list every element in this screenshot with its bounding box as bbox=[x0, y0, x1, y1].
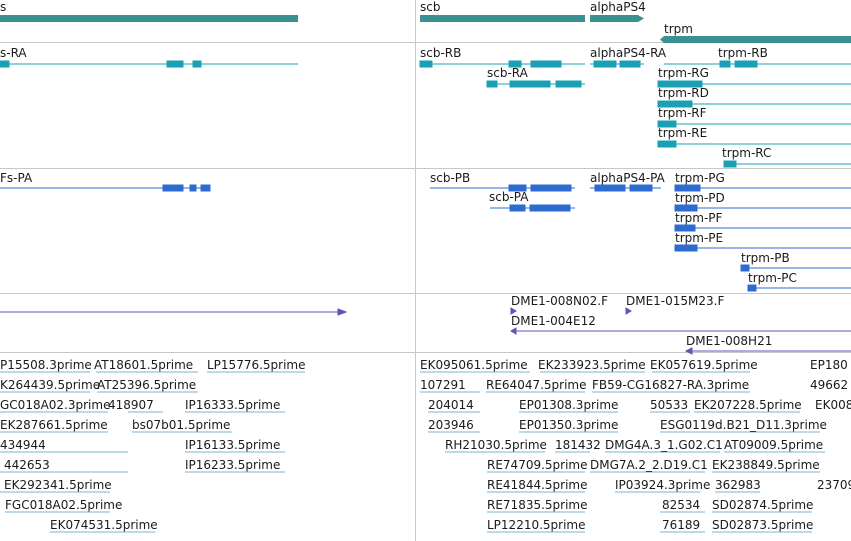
est-label[interactable]: LP15776.5prime bbox=[207, 358, 306, 372]
protein-label[interactable]: Fs-PA bbox=[0, 171, 33, 185]
transcript-label[interactable]: trpm-RE bbox=[658, 126, 708, 140]
est-label[interactable]: IP03924.3prime bbox=[615, 478, 711, 492]
est-track bbox=[0, 371, 825, 533]
gene-label[interactable]: trpm bbox=[664, 22, 693, 36]
gene-label[interactable]: alphaPS4 bbox=[590, 0, 646, 14]
protein-label[interactable]: alphaPS4-PA bbox=[590, 171, 665, 185]
est-label[interactable]: RE71835.5prime bbox=[487, 498, 588, 512]
est-label[interactable]: 418907 bbox=[108, 398, 154, 412]
est-label[interactable]: DMG4A.3_1.G02.C1 bbox=[605, 438, 723, 452]
protein-label[interactable]: trpm-PF bbox=[675, 211, 723, 225]
est-label[interactable]: 76189 bbox=[662, 518, 701, 532]
transcript-label[interactable]: trpm-RD bbox=[658, 86, 709, 100]
est-label[interactable]: AT25396.5prime bbox=[97, 378, 197, 392]
est-label[interactable]: 362983 bbox=[715, 478, 761, 492]
bac-clone-label[interactable]: DME1-008N02.F bbox=[511, 294, 609, 308]
est-label[interactable]: EK233923.5prime bbox=[538, 358, 646, 372]
protein-label[interactable]: trpm-PC bbox=[748, 271, 797, 285]
est-label[interactable]: 203946 bbox=[428, 418, 474, 432]
est-label[interactable]: 434944 bbox=[0, 438, 46, 452]
bac-clone-label[interactable]: DME1-004E12 bbox=[511, 314, 596, 328]
est-label[interactable]: EP01350.3prime bbox=[519, 418, 619, 432]
est-label[interactable]: 50533 bbox=[650, 398, 689, 412]
bac-clone-label[interactable]: DME1-008H21 bbox=[686, 334, 773, 348]
est-label[interactable]: 181432 bbox=[555, 438, 601, 452]
transcript-label[interactable]: trpm-RG bbox=[658, 66, 709, 80]
est-label[interactable]: EK057619.5prime bbox=[650, 358, 758, 372]
est-label[interactable]: 49662 bbox=[810, 378, 849, 392]
est-label[interactable]: SD02873.5prime bbox=[712, 518, 814, 532]
gene-label[interactable]: s bbox=[0, 0, 7, 14]
gene-alphaPS4 bbox=[590, 15, 644, 22]
est-label[interactable]: EP01308.3prime bbox=[519, 398, 619, 412]
protein-label[interactable]: trpm-PG bbox=[675, 171, 725, 185]
track-separator bbox=[0, 352, 851, 353]
est-label[interactable]: K264439.5prime bbox=[0, 378, 101, 392]
est-label[interactable]: EK095061.5prime bbox=[420, 358, 528, 372]
est-label[interactable]: ESG0119d.B21_D11.3prime bbox=[660, 418, 827, 432]
gene-trpm bbox=[660, 36, 851, 43]
est-label[interactable]: 23709 bbox=[817, 478, 851, 492]
transcript-label[interactable]: alphaPS4-RA bbox=[590, 46, 667, 60]
bac-clone-label[interactable]: DME1-015M23.F bbox=[626, 294, 725, 308]
transcript-label[interactable]: scb-RB bbox=[420, 46, 462, 60]
est-label[interactable]: IP16333.5prime bbox=[185, 398, 281, 412]
transcript-label[interactable]: s-RA bbox=[0, 46, 27, 60]
protein-track bbox=[0, 184, 851, 292]
protein-label[interactable]: trpm-PE bbox=[675, 231, 724, 245]
gene-scb bbox=[420, 15, 585, 22]
est-label[interactable]: RE41844.5prime bbox=[487, 478, 588, 492]
gene-track bbox=[0, 15, 851, 43]
contig-boundary bbox=[415, 0, 416, 541]
est-label[interactable]: LP12210.5prime bbox=[487, 518, 586, 532]
track-separator bbox=[0, 42, 851, 43]
transcript-track bbox=[0, 60, 851, 168]
est-label[interactable]: EK207228.5prime bbox=[694, 398, 802, 412]
transcript-label[interactable]: trpm-RB bbox=[718, 46, 768, 60]
est-label[interactable]: FB59-CG16827-RA.3prime bbox=[592, 378, 750, 392]
gene-s bbox=[0, 15, 298, 22]
est-label[interactable]: GC018A02.3prime bbox=[0, 398, 111, 412]
est-label[interactable]: FGC018A02.5prime bbox=[5, 498, 123, 512]
track-separator bbox=[0, 293, 851, 294]
transcript-label[interactable]: trpm-RC bbox=[722, 146, 772, 160]
est-label[interactable]: IP16133.5prime bbox=[185, 438, 281, 452]
est-label[interactable]: 442653 bbox=[4, 458, 50, 472]
est-label[interactable]: IP16233.5prime bbox=[185, 458, 281, 472]
gene-label[interactable]: scb bbox=[420, 0, 441, 14]
est-label[interactable]: SD02874.5prime bbox=[712, 498, 814, 512]
est-label[interactable]: EP180 bbox=[810, 358, 848, 372]
bac-track bbox=[0, 307, 851, 355]
transcript-label[interactable]: trpm-RF bbox=[658, 106, 707, 120]
est-label[interactable]: 82534 bbox=[662, 498, 701, 512]
est-label[interactable]: AT18601.5prime bbox=[94, 358, 194, 372]
est-label[interactable]: bs07b01.5prime bbox=[132, 418, 231, 432]
protein-label[interactable]: scb-PA bbox=[489, 190, 529, 204]
est-label[interactable]: 204014 bbox=[428, 398, 474, 412]
est-label[interactable]: EK238849.5prime bbox=[712, 458, 820, 472]
est-label[interactable]: 107291 bbox=[420, 378, 466, 392]
est-label[interactable]: RE64047.5prime bbox=[486, 378, 587, 392]
transcript-label[interactable]: scb-RA bbox=[487, 66, 528, 80]
est-label[interactable]: EK008 bbox=[815, 398, 851, 412]
est-label[interactable]: P15508.3prime bbox=[0, 358, 92, 372]
protein-label[interactable]: scb-PB bbox=[430, 171, 471, 185]
protein-label[interactable]: trpm-PB bbox=[741, 251, 790, 265]
track-separator bbox=[0, 168, 851, 169]
protein-label[interactable]: trpm-PD bbox=[675, 191, 725, 205]
est-label[interactable]: DMG7A.2_2.D19.C1 bbox=[590, 458, 708, 472]
est-label[interactable]: EK074531.5prime bbox=[50, 518, 158, 532]
est-label[interactable]: EK287661.5prime bbox=[0, 418, 108, 432]
est-label[interactable]: RH21030.5prime bbox=[445, 438, 547, 452]
est-label[interactable]: AT09009.5prime bbox=[724, 438, 824, 452]
est-label[interactable]: RE74709.5prime bbox=[487, 458, 588, 472]
est-label[interactable]: EK292341.5prime bbox=[4, 478, 112, 492]
